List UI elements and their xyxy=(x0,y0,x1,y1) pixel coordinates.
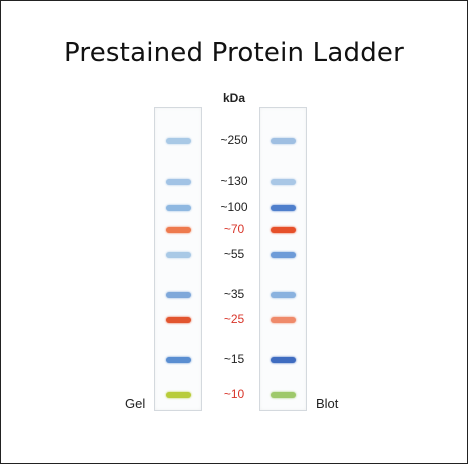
gel-band-100kda xyxy=(166,205,191,211)
blot-lane xyxy=(259,107,307,411)
blot-band-35kda xyxy=(271,292,296,298)
marker-label-10kda: ~10 xyxy=(223,387,245,401)
blot-band-15kda xyxy=(271,357,296,363)
blot-band-10kda xyxy=(271,392,296,398)
marker-label-70kda: ~70 xyxy=(223,222,245,236)
unit-label: kDa xyxy=(222,91,245,105)
marker-label-250kda: ~250 xyxy=(220,133,248,147)
blot-band-250kda xyxy=(271,138,296,144)
gel-band-130kda xyxy=(166,179,191,185)
blot-lane-label: Blot xyxy=(316,396,339,411)
marker-label-15kda: ~15 xyxy=(223,352,245,366)
blot-band-130kda xyxy=(271,179,296,185)
gel-band-15kda xyxy=(166,357,191,363)
marker-label-100kda: ~100 xyxy=(220,200,248,214)
gel-lane xyxy=(154,107,202,411)
blot-band-100kda xyxy=(271,205,296,211)
blot-band-25kda xyxy=(271,317,296,323)
gel-band-250kda xyxy=(166,138,191,144)
blot-band-70kda xyxy=(271,227,296,233)
blot-band-55kda xyxy=(271,252,296,258)
gel-band-55kda xyxy=(166,252,191,258)
figure-title: Prestained Protein Ladder xyxy=(64,38,404,68)
marker-label-25kda: ~25 xyxy=(223,312,245,326)
gel-band-35kda xyxy=(166,292,191,298)
marker-label-130kda: ~130 xyxy=(220,174,248,188)
gel-band-70kda xyxy=(166,227,191,233)
gel-band-25kda xyxy=(166,317,191,323)
marker-label-35kda: ~35 xyxy=(223,287,245,301)
marker-label-55kda: ~55 xyxy=(223,247,245,261)
gel-lane-label: Gel xyxy=(125,396,146,411)
gel-band-10kda xyxy=(166,392,191,398)
